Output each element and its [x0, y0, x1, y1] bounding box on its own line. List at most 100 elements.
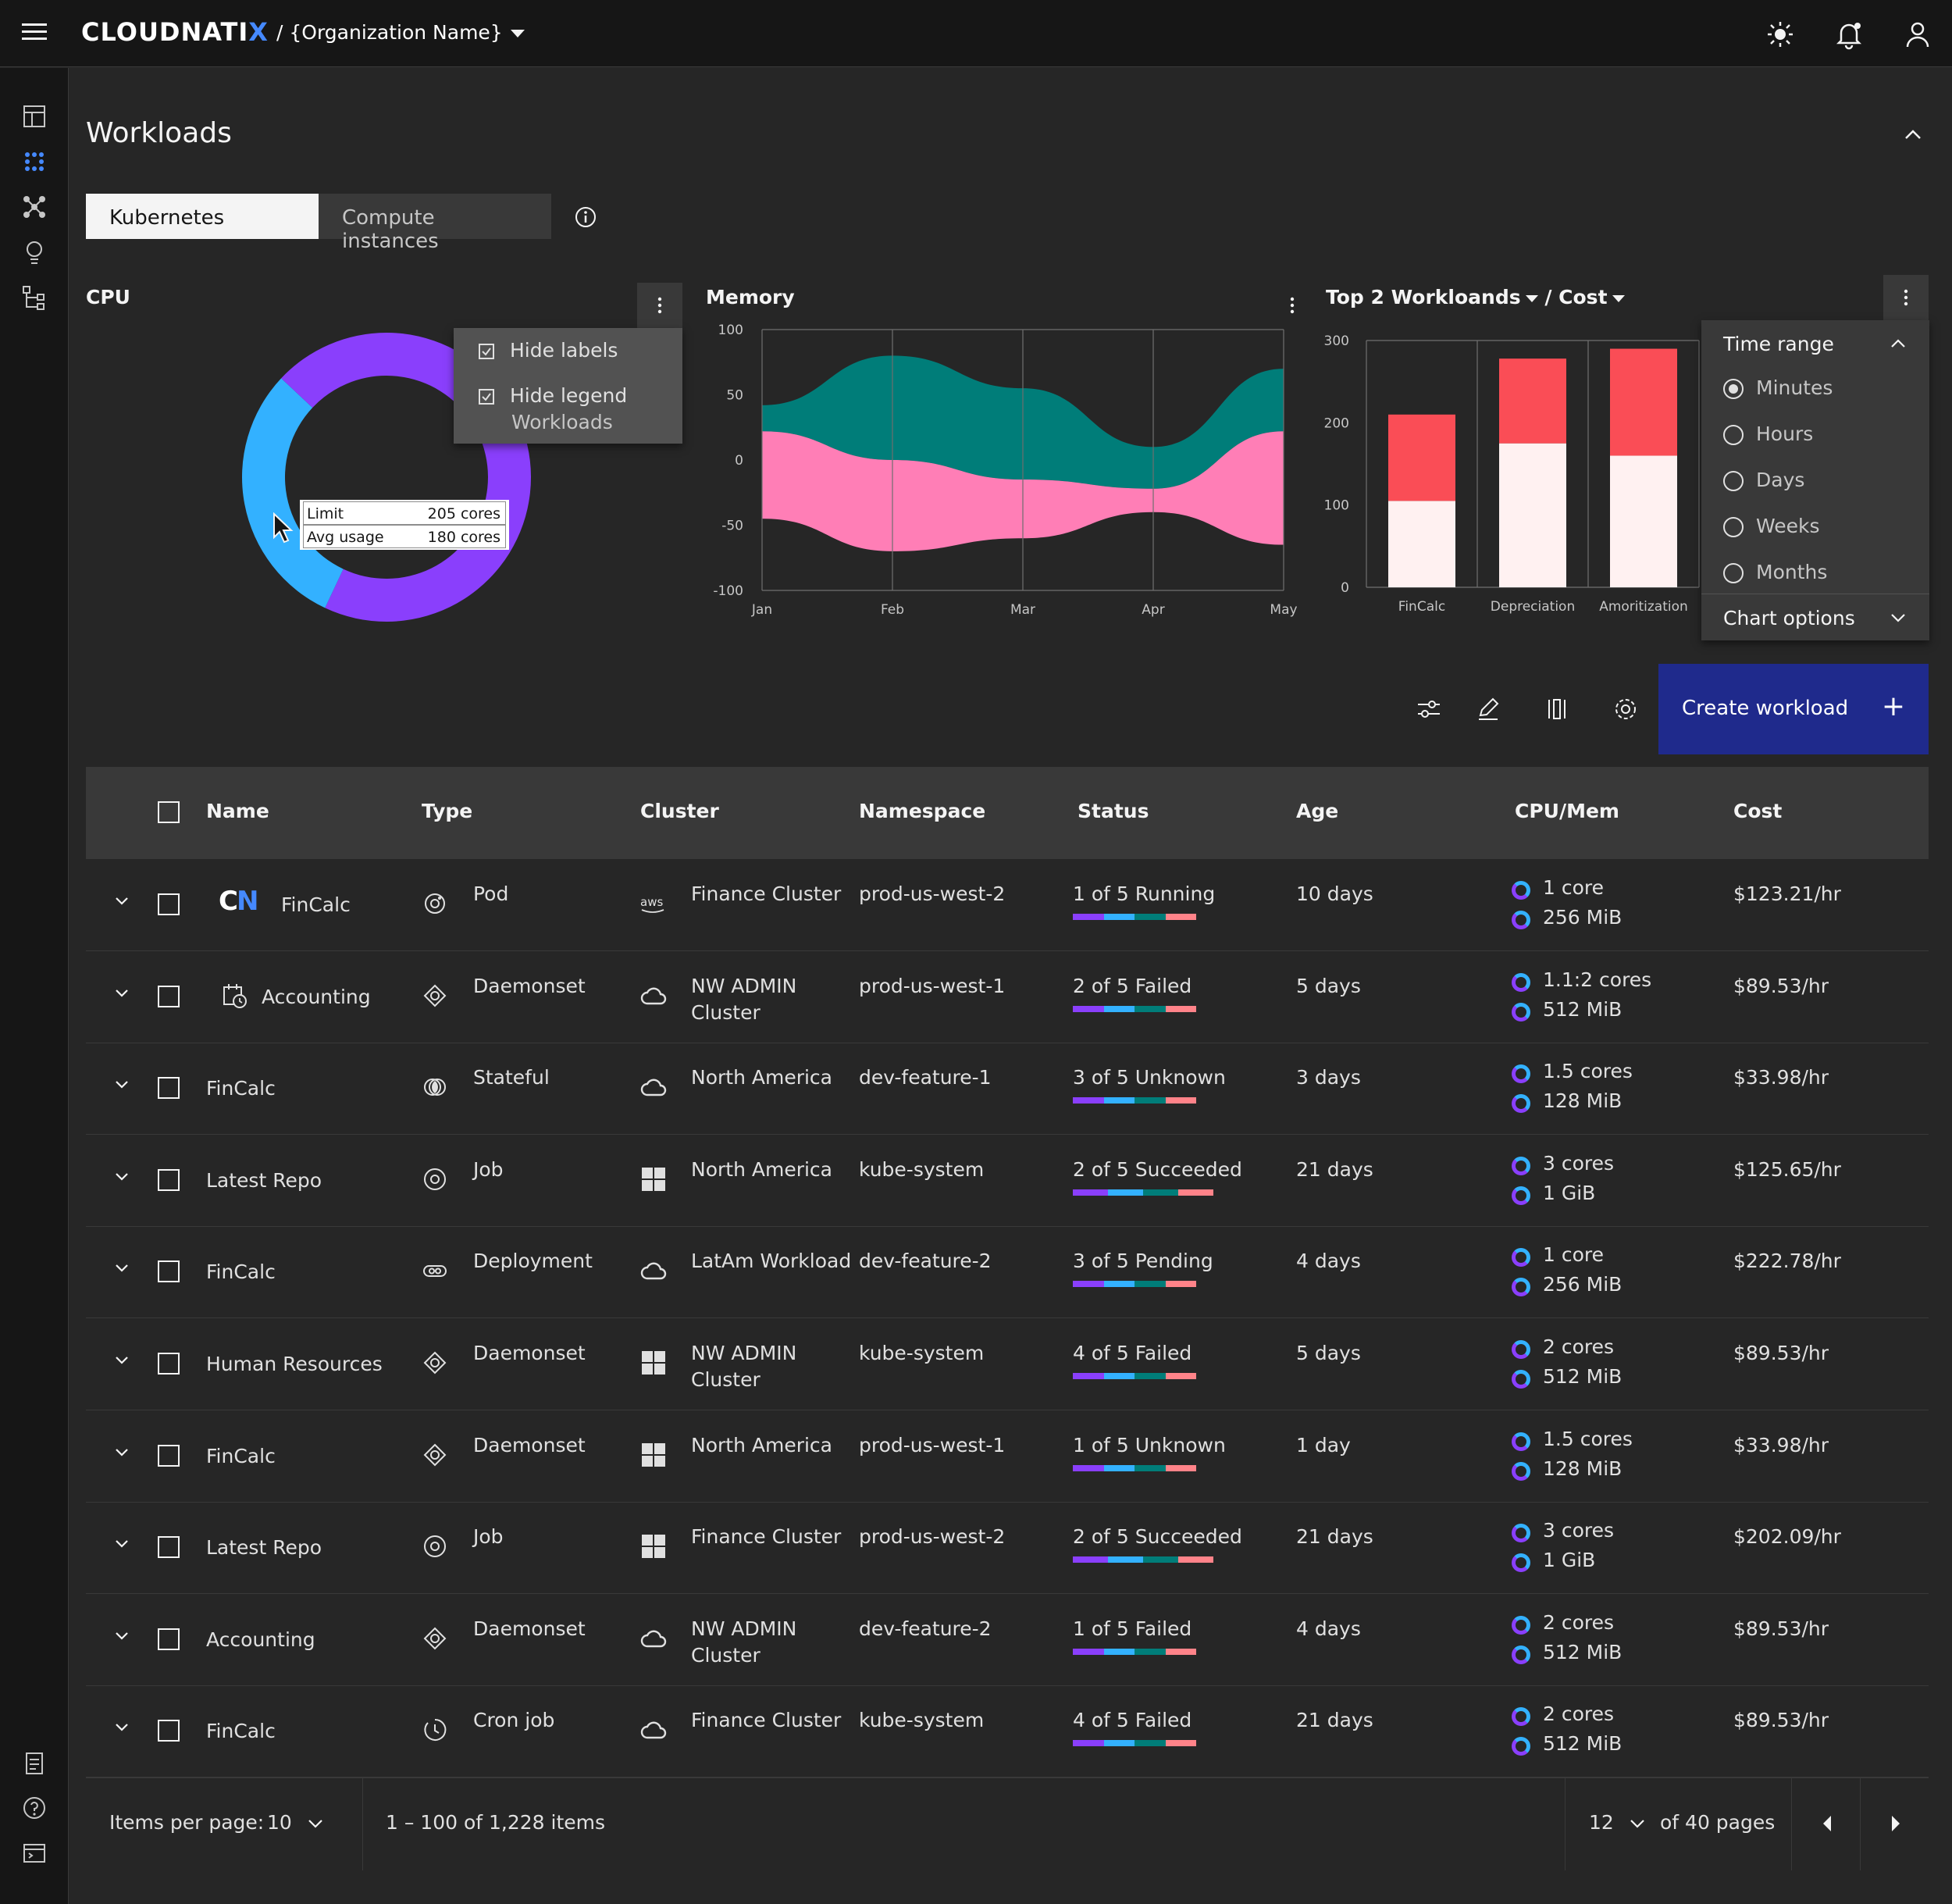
filter-icon[interactable]	[1415, 695, 1443, 723]
cell-name[interactable]: Latest Repo	[206, 1168, 322, 1192]
bar-depreciation-segment-0[interactable]	[1499, 443, 1566, 587]
org-switcher[interactable]: / {Organization Name}	[276, 21, 525, 44]
row-checkbox[interactable]	[158, 1353, 180, 1375]
cell-name[interactable]: Human Resources	[206, 1353, 383, 1375]
row-checkbox[interactable]	[158, 1077, 180, 1100]
menu-hide-labels[interactable]: Hide labels	[479, 339, 618, 362]
bar-depreciation-segment-1[interactable]	[1499, 358, 1566, 444]
memory-overflow-button[interactable]	[1270, 283, 1315, 328]
row-checkbox[interactable]	[158, 1168, 180, 1191]
dashboard-icon[interactable]	[20, 102, 48, 130]
table-row[interactable]: FinCalc Deployment LatAm Workload dev-featu…	[86, 1226, 1929, 1319]
mem-ring-icon	[1512, 1186, 1530, 1205]
table-row[interactable]: CN FinCalc Pod aws Finance Cluster prod-us-we…	[86, 859, 1929, 951]
cell-name[interactable]: FinCalc	[206, 1444, 276, 1467]
column-header-age[interactable]: Age	[1296, 800, 1339, 822]
columns-icon[interactable]	[1543, 695, 1571, 723]
cpu-overflow-button[interactable]	[637, 283, 682, 328]
top-workloads-overflow-button[interactable]	[1883, 275, 1929, 320]
table-row[interactable]: Latest Repo Job North America kube-system 2 …	[86, 1135, 1929, 1227]
row-checkbox[interactable]	[158, 893, 180, 915]
cell-name[interactable]: FinCalc	[206, 1720, 276, 1743]
radio-minutes[interactable]: Minutes	[1723, 376, 1833, 399]
radio-weeks[interactable]: Weeks	[1723, 515, 1820, 537]
row-checkbox[interactable]	[158, 1444, 180, 1467]
chevron-down-icon[interactable]	[112, 892, 131, 911]
column-header-cpu-mem[interactable]: CPU/Mem	[1515, 800, 1619, 822]
next-page-icon[interactable]	[1886, 1813, 1905, 1834]
radio-days[interactable]: Days	[1723, 469, 1804, 491]
column-header-cluster[interactable]: Cluster	[640, 800, 719, 822]
page-select[interactable]: 12	[1589, 1811, 1644, 1834]
cell-name[interactable]: Accounting	[262, 985, 371, 1008]
chevron-down-icon[interactable]	[112, 1443, 131, 1462]
notification-icon[interactable]	[1832, 17, 1866, 52]
menu-icon[interactable]	[22, 23, 47, 44]
chart-options-toggle[interactable]: Chart options	[1701, 594, 1929, 640]
column-header-cost[interactable]: Cost	[1733, 800, 1783, 822]
donut-slice-2[interactable]	[281, 333, 386, 408]
column-header-namespace[interactable]: Namespace	[859, 800, 986, 822]
clipboard-icon[interactable]	[20, 1749, 48, 1777]
lightbulb-icon[interactable]	[20, 238, 48, 266]
table-row[interactable]: FinCalc Stateful North America dev-feature-…	[86, 1043, 1929, 1136]
row-checkbox[interactable]	[158, 1628, 180, 1650]
column-header-name[interactable]: Name	[206, 800, 269, 822]
cell-name[interactable]: FinCalc	[206, 1260, 276, 1284]
cell-name[interactable]: FinCalc	[281, 893, 351, 916]
chevron-down-icon[interactable]	[112, 984, 131, 1003]
chevron-up-icon[interactable]	[1899, 121, 1927, 149]
row-checkbox[interactable]	[158, 1720, 180, 1742]
create-workload-button[interactable]: Create workload +	[1658, 664, 1929, 754]
column-header-status[interactable]: Status	[1078, 800, 1149, 822]
workloads-icon[interactable]	[20, 148, 48, 176]
cost-dropdown[interactable]: / Cost	[1544, 286, 1608, 308]
table-row[interactable]: Accounting Daemonset NW ADMIN Cluster prod-…	[86, 951, 1929, 1043]
chevron-down-icon[interactable]	[112, 1075, 131, 1094]
tab-compute-instances[interactable]: Compute instances	[319, 194, 551, 253]
settings-icon[interactable]	[1612, 695, 1640, 723]
top-workloads-title[interactable]: Top 2 Workloands / Cost	[1326, 286, 1625, 308]
table-row[interactable]: Latest Repo Job Finance Cluster prod-us-wes…	[86, 1502, 1929, 1595]
top-workloads-dropdown[interactable]: Top 2 Workloands	[1326, 286, 1521, 308]
row-checkbox[interactable]	[158, 985, 180, 1007]
chevron-down-icon[interactable]	[112, 1718, 131, 1737]
table-row[interactable]: FinCalc Cron job Finance Cluster kube-syste…	[86, 1685, 1929, 1778]
table-row[interactable]: Human Resources Daemonset NW ADMIN Cluster…	[86, 1318, 1929, 1410]
items-per-page-select[interactable]: 10	[267, 1811, 322, 1834]
tab-kubernetes[interactable]: Kubernetes	[86, 194, 319, 239]
donut-slice-1[interactable]	[241, 378, 344, 608]
chevron-down-icon[interactable]	[112, 1535, 131, 1553]
info-icon[interactable]	[573, 205, 598, 230]
chevron-down-icon[interactable]	[112, 1627, 131, 1645]
bar-amoritization-segment-0[interactable]	[1610, 455, 1677, 587]
chevron-down-icon[interactable]	[112, 1259, 131, 1278]
cell-name[interactable]: Accounting	[206, 1628, 315, 1651]
chevron-down-icon[interactable]	[112, 1351, 131, 1370]
menu-hide-legend[interactable]: Hide legend	[479, 384, 627, 407]
table-row[interactable]: Accounting Daemonset NW ADMIN Cluster dev-f…	[86, 1594, 1929, 1686]
radio-months[interactable]: Months	[1723, 561, 1827, 583]
hierarchy-icon[interactable]	[20, 283, 48, 312]
select-all-checkbox[interactable]	[158, 801, 180, 823]
bar-fincalc-segment-0[interactable]	[1388, 501, 1455, 587]
cell-name[interactable]: FinCalc	[206, 1077, 276, 1100]
network-icon[interactable]	[20, 193, 48, 221]
time-range-header[interactable]: Time range	[1701, 320, 1929, 367]
cell-name[interactable]: Latest Repo	[206, 1536, 322, 1560]
previous-page-icon[interactable]	[1818, 1813, 1836, 1834]
table-row[interactable]: FinCalc Daemonset North America prod-us-wes…	[86, 1410, 1929, 1503]
bar-fincalc-segment-1[interactable]	[1388, 414, 1455, 501]
radio-hours[interactable]: Hours	[1723, 423, 1813, 445]
edit-icon[interactable]	[1474, 695, 1502, 723]
bar-amoritization-segment-1[interactable]	[1610, 348, 1677, 456]
terminal-icon[interactable]	[20, 1839, 48, 1867]
brand-logo[interactable]: CLOUDNATIX	[81, 17, 269, 47]
chevron-down-icon[interactable]	[112, 1168, 131, 1186]
row-checkbox[interactable]	[158, 1536, 180, 1559]
row-checkbox[interactable]	[158, 1260, 180, 1283]
user-icon[interactable]	[1900, 17, 1935, 52]
help-icon[interactable]	[20, 1794, 48, 1822]
column-header-type[interactable]: Type	[422, 800, 473, 822]
brightness-icon[interactable]	[1763, 17, 1797, 52]
